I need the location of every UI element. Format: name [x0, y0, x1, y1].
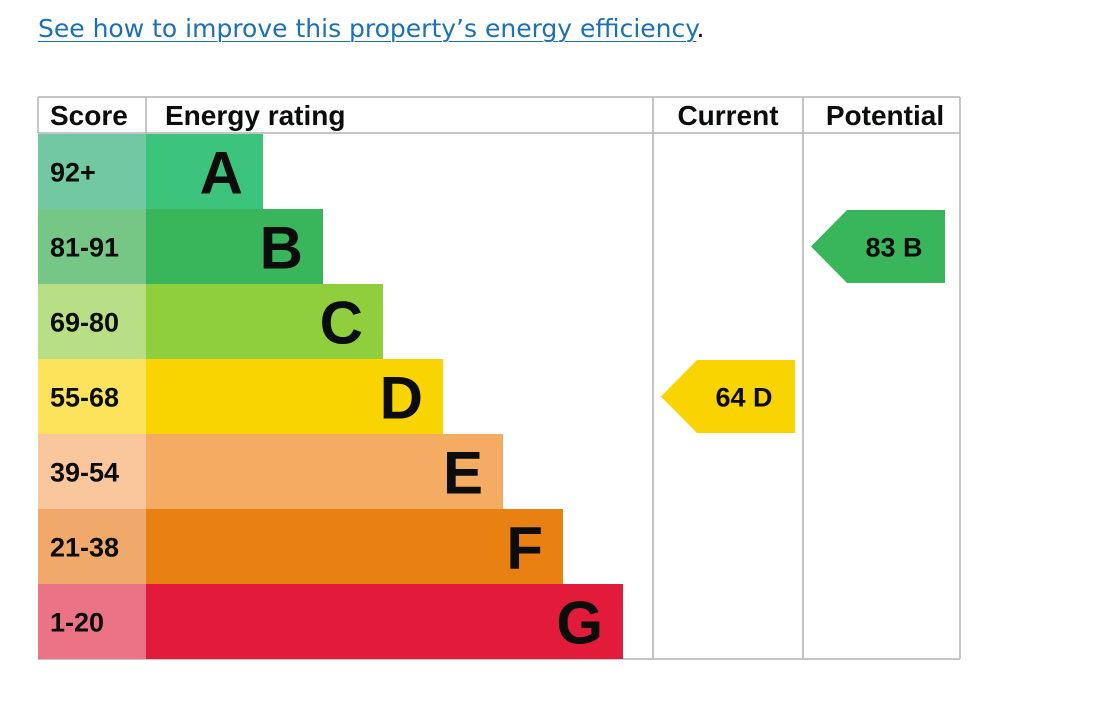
- rating-pointers: 64 D 83 B: [661, 210, 945, 433]
- potential-pointer-label: 83 B: [865, 233, 922, 263]
- score-cell-d: [38, 359, 146, 434]
- rating-bands: 92+ A 81-91 B 69-80 C 55-68 D 39-54 E 21-38 F 1-20 G: [38, 134, 623, 659]
- current-header: Current: [677, 100, 778, 131]
- score-range-g: 1-20: [50, 608, 104, 638]
- energy-rating-header: Energy rating: [165, 100, 345, 131]
- rating-bar-b: [146, 209, 323, 284]
- rating-bar-e: [146, 434, 503, 509]
- rating-letter-b: B: [260, 215, 303, 282]
- current-pointer: [661, 360, 795, 433]
- score-range-b: 81-91: [50, 233, 119, 263]
- potential-pointer: [811, 210, 945, 283]
- rating-bar-a: [146, 134, 263, 209]
- score-cell-e: [38, 434, 146, 509]
- score-range-e: 39-54: [50, 458, 119, 488]
- rating-bar-f: [146, 509, 563, 584]
- improve-efficiency-line: See how to improve this property’s energ…: [38, 14, 704, 43]
- rating-bar-g: [146, 584, 623, 659]
- rating-letter-g: G: [556, 590, 603, 657]
- rating-letter-d: D: [380, 365, 423, 432]
- score-cell-a: [38, 134, 146, 209]
- link-full-stop: .: [696, 14, 705, 43]
- rating-letter-c: C: [320, 290, 363, 357]
- score-range-c: 69-80: [50, 308, 119, 338]
- score-range-a: 92+: [50, 158, 96, 188]
- current-pointer-label: 64 D: [715, 383, 772, 413]
- potential-header: Potential: [826, 100, 944, 131]
- score-cell-f: [38, 509, 146, 584]
- rating-letter-e: E: [443, 440, 483, 507]
- improve-efficiency-link[interactable]: See how to improve this property’s energ…: [38, 14, 697, 43]
- score-cell-b: [38, 209, 146, 284]
- rating-letter-f: F: [506, 515, 543, 582]
- rating-bar-d: [146, 359, 443, 434]
- score-cell-c: [38, 284, 146, 359]
- rating-letter-a: A: [200, 140, 243, 207]
- score-range-f: 21-38: [50, 533, 119, 563]
- score-cell-g: [38, 584, 146, 659]
- score-range-d: 55-68: [50, 383, 119, 413]
- rating-bar-c: [146, 284, 383, 359]
- score-header: Score: [50, 100, 128, 131]
